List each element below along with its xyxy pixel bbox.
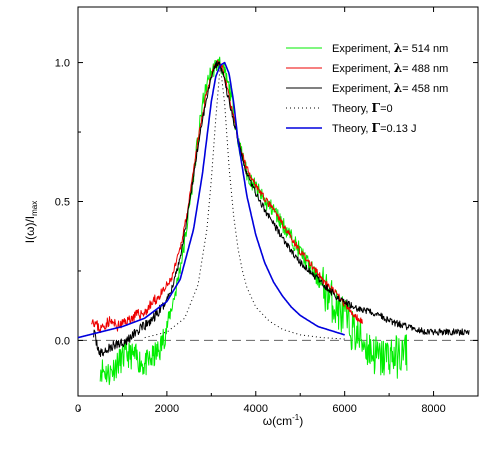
legend-label-3: Theory, Γ=0 — [332, 101, 393, 115]
legend-label-0: Experiment, λ= 514 nm — [332, 41, 448, 55]
x-axis-title: ω(cm-1) — [263, 413, 304, 428]
x-tick-label-1: 2000 — [155, 403, 179, 415]
y-axis-title: I(ω)/Imax — [23, 201, 39, 244]
y-tick-label-0: 0.0 — [55, 335, 70, 347]
legend: Experiment, λ= 514 nm Experiment, λ= 488 … — [286, 41, 448, 135]
x-tick-label-0: 0 — [75, 403, 81, 415]
legend-label-4: Theory, Γ=0.13 J — [332, 121, 416, 135]
x-tick-label-2: 4000 — [244, 403, 268, 415]
series-line-2 — [93, 60, 470, 357]
series-layer — [77, 56, 470, 386]
series-line-4 — [77, 61, 345, 339]
series-line-3 — [144, 65, 345, 340]
y-tick-label-2: 1.0 — [55, 58, 70, 70]
legend-label-1: Experiment, λ= 488 nm — [332, 61, 448, 75]
y-tick-label-1: 0.5 — [55, 197, 70, 209]
y-axis: 0.0 0.5 1.0 — [55, 58, 478, 411]
series-line-1 — [91, 59, 363, 334]
x-tick-label-3: 6000 — [332, 403, 356, 415]
x-axis: 0 2000 4000 6000 8000 — [75, 7, 446, 415]
x-tick-label-4: 8000 — [421, 403, 445, 415]
plot-area — [77, 6, 479, 397]
legend-label-2: Experiment, λ= 458 nm — [332, 81, 448, 95]
series-line-0 — [99, 56, 408, 386]
